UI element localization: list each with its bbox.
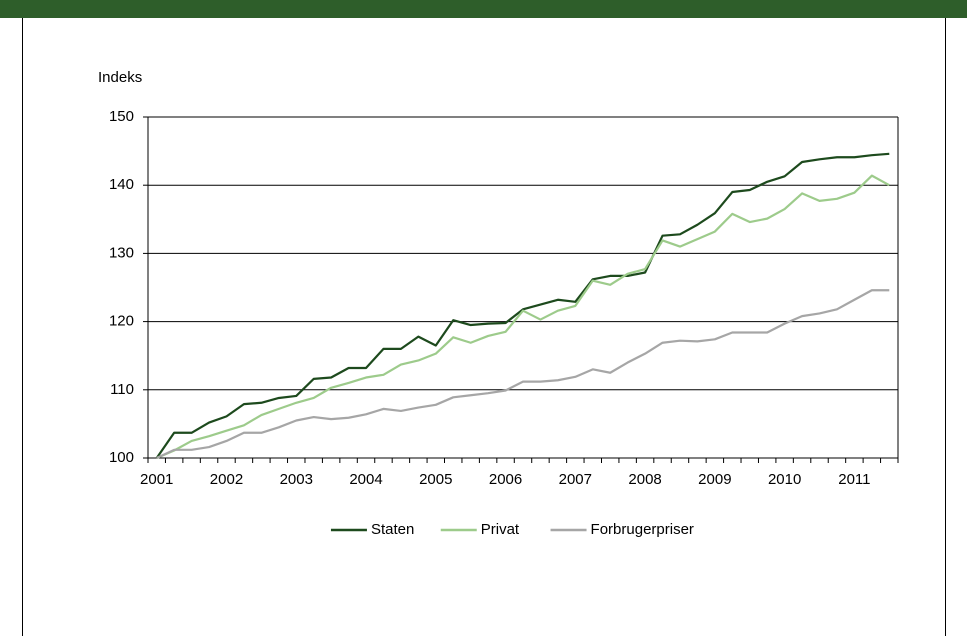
x-tick-label: 2005 <box>419 471 452 488</box>
header-bar <box>0 0 967 18</box>
x-tick-label: 2009 <box>698 471 731 488</box>
x-tick-label: 2001 <box>140 471 173 488</box>
y-tick-label: 100 <box>109 449 134 466</box>
y-axis-label: Indeks <box>98 69 142 86</box>
x-tick-label: 2011 <box>838 471 870 488</box>
legend-label: Privat <box>481 521 520 538</box>
legend-label: Forbrugerpriser <box>591 521 694 538</box>
x-tick-label: 2006 <box>489 471 522 488</box>
y-tick-label: 130 <box>109 244 134 261</box>
y-tick-label: 110 <box>110 381 134 398</box>
x-tick-label: 2008 <box>628 471 661 488</box>
y-tick-label: 140 <box>109 176 134 193</box>
x-tick-label: 2007 <box>559 471 592 488</box>
x-tick-label: 2010 <box>768 471 801 488</box>
y-tick-label: 150 <box>109 108 134 125</box>
series-line <box>155 152 890 459</box>
series-line <box>156 289 890 459</box>
x-tick-label: 2004 <box>349 471 382 488</box>
y-tick-label: 120 <box>109 313 134 330</box>
x-tick-label: 2003 <box>280 471 313 488</box>
legend-label: Staten <box>371 521 414 538</box>
series-line <box>156 174 890 460</box>
x-tick-label: 2002 <box>210 471 243 488</box>
